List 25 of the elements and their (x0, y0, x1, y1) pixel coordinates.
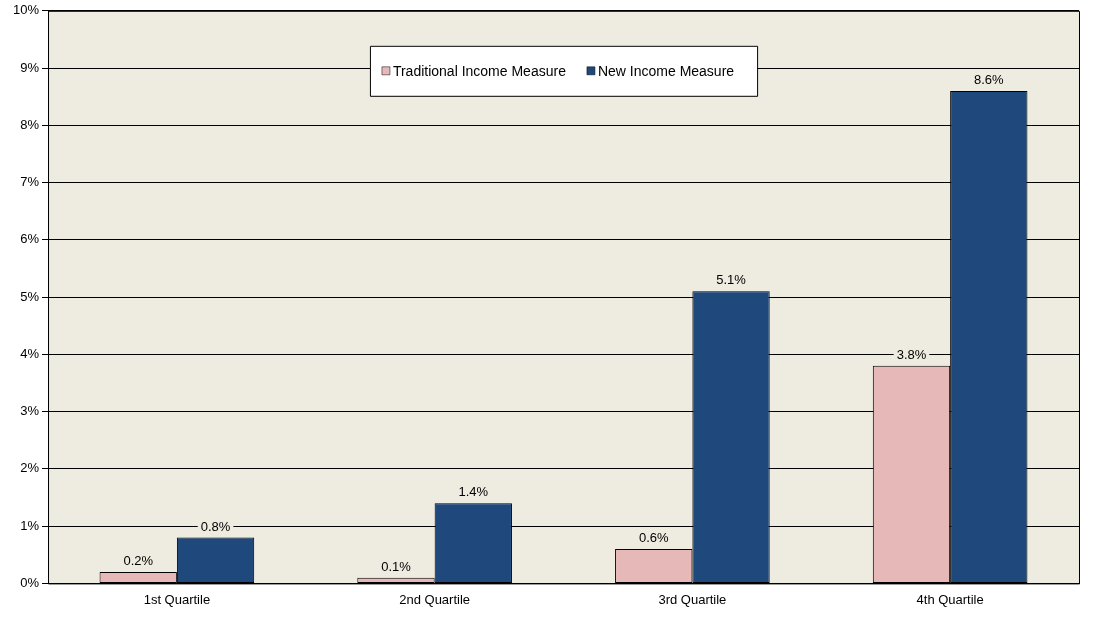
data-label: 0.8% (200, 518, 231, 534)
data-label: 0.1% (381, 558, 412, 574)
data-label: 3.8% (896, 346, 927, 362)
data-label: 8.6% (973, 72, 1005, 88)
y-tick-label: 5% (20, 288, 40, 304)
y-tick-label: 1% (20, 517, 40, 533)
x-tick-label: 4th Quartile (916, 591, 984, 607)
y-tick-label: 8% (20, 116, 40, 132)
x-tick-label: 2nd Quartile (399, 591, 471, 607)
data-label: 0.6% (638, 530, 669, 546)
data-label: 0.2% (123, 553, 154, 569)
y-tick-label: 0% (20, 574, 40, 590)
legend-label: New Income Measure (597, 62, 735, 79)
x-tick-label: 1st Quartile (143, 591, 211, 607)
y-tick-label: 10% (12, 2, 40, 18)
y-tick-label: 9% (20, 59, 40, 75)
data-label: 1.4% (458, 484, 489, 500)
data-label: 5.1% (716, 272, 747, 288)
y-tick-label: 7% (20, 174, 40, 190)
x-tick-label: 3rd Quartile (658, 591, 727, 607)
y-tick-label: 6% (20, 231, 40, 247)
y-tick-label: 3% (20, 403, 40, 419)
y-tick-label: 4% (20, 345, 40, 361)
y-tick-label: 2% (20, 460, 40, 476)
legend-label: Traditional Income Measure (392, 62, 567, 79)
